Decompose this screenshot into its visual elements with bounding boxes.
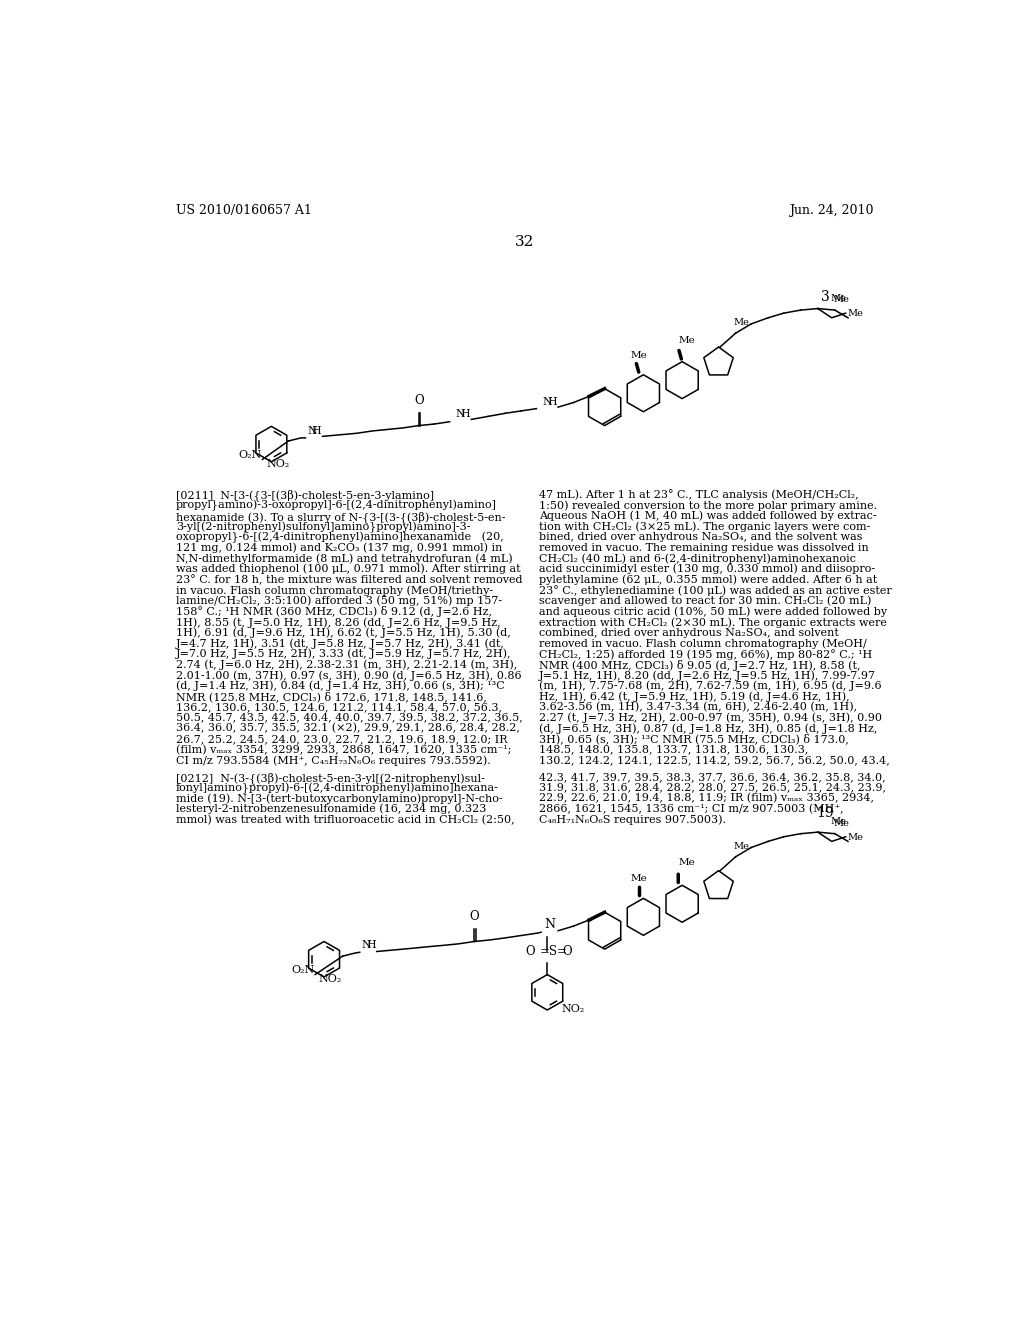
Text: Me: Me (847, 309, 863, 318)
Text: N: N (543, 397, 552, 407)
Text: hexanamide (3). To a slurry of N-{3-[(3-{(3β)-cholest-5-en-: hexanamide (3). To a slurry of N-{3-[(3-… (176, 511, 506, 523)
Text: 3H), 0.65 (s, 3H); ¹³C NMR (75.5 MHz, CDCl₃) δ 173.0,: 3H), 0.65 (s, 3H); ¹³C NMR (75.5 MHz, CD… (539, 734, 849, 744)
Text: Me: Me (830, 817, 847, 826)
Text: Me: Me (830, 294, 847, 302)
Text: mmol) was treated with trifluoroacetic acid in CH₂Cl₂ (2:50,: mmol) was treated with trifluoroacetic a… (176, 814, 515, 825)
Text: O: O (414, 395, 424, 407)
Text: J=5.1 Hz, 1H), 8.20 (dd, J=2.6 Hz, J=9.5 Hz, 1H), 7.99-7.97: J=5.1 Hz, 1H), 8.20 (dd, J=2.6 Hz, J=9.5… (539, 671, 876, 681)
Text: 1H), 8.55 (t, J=5.0 Hz, 1H), 8.26 (dd, J=2.6 Hz, J=9.5 Hz,: 1H), 8.55 (t, J=5.0 Hz, 1H), 8.26 (dd, J… (176, 616, 501, 627)
Text: 19: 19 (817, 805, 835, 820)
Text: H: H (366, 940, 376, 950)
Text: 23° C., ethylenediamine (100 μL) was added as an active ester: 23° C., ethylenediamine (100 μL) was add… (539, 585, 892, 597)
Text: NMR (400 MHz, CDCl₃) δ 9.05 (d, J=2.7 Hz, 1H), 8.58 (t,: NMR (400 MHz, CDCl₃) δ 9.05 (d, J=2.7 Hz… (539, 660, 860, 671)
Text: Me: Me (834, 818, 849, 828)
Text: NO₂: NO₂ (318, 974, 342, 985)
Text: mide (19). N-[3-(tert-butoxycarbonylamino)propyl]-N-cho-: mide (19). N-[3-(tert-butoxycarbonylamin… (176, 793, 503, 804)
Text: Me: Me (733, 318, 750, 327)
Text: CH₂Cl₂ (40 mL) and 6-(2,4-dinitrophenyl)aminohexanoic: CH₂Cl₂ (40 mL) and 6-(2,4-dinitrophenyl)… (539, 553, 856, 564)
Text: (film) vₘₐₓ 3354, 3299, 2933, 2868, 1647, 1620, 1335 cm⁻¹;: (film) vₘₐₓ 3354, 3299, 2933, 2868, 1647… (176, 744, 512, 755)
Text: 1:50) revealed conversion to the more polar primary amine.: 1:50) revealed conversion to the more po… (539, 500, 877, 511)
Text: scavenger and allowed to react for 30 min. CH₂Cl₂ (20 mL): scavenger and allowed to react for 30 mi… (539, 595, 871, 606)
Text: 158° C.; ¹H NMR (360 MHz, CDCl₃) δ 9.12 (d, J=2.6 Hz,: 158° C.; ¹H NMR (360 MHz, CDCl₃) δ 9.12 … (176, 606, 493, 618)
Text: lesteryl-2-nitrobenzenesulfonamide (16, 234 mg, 0.323: lesteryl-2-nitrobenzenesulfonamide (16, … (176, 804, 486, 814)
Text: CH₂Cl₂, 1:25) afforded 19 (195 mg, 66%), mp 80-82° C.; ¹H: CH₂Cl₂, 1:25) afforded 19 (195 mg, 66%),… (539, 649, 872, 660)
Text: lamine/CH₂Cl₂, 3:5:100) afforded 3 (50 mg, 51%) mp 157-: lamine/CH₂Cl₂, 3:5:100) afforded 3 (50 m… (176, 595, 502, 606)
Text: J=4.7 Hz, 1H), 3.51 (dt, J=5.8 Hz, J=5.7 Hz, 2H), 3.41 (dt,: J=4.7 Hz, 1H), 3.51 (dt, J=5.8 Hz, J=5.7… (176, 639, 505, 649)
Text: 130.2, 124.2, 124.1, 122.5, 114.2, 59.2, 56.7, 56.2, 50.0, 43.4,: 130.2, 124.2, 124.1, 122.5, 114.2, 59.2,… (539, 755, 890, 766)
Text: propyl}amino)-3-oxopropyl]-6-[(2,4-dinitrophenyl)amino]: propyl}amino)-3-oxopropyl]-6-[(2,4-dinit… (176, 500, 497, 511)
Text: 121 mg, 0.124 mmol) and K₂CO₃ (137 mg, 0.991 mmol) in: 121 mg, 0.124 mmol) and K₂CO₃ (137 mg, 0… (176, 543, 503, 553)
Text: N: N (307, 426, 316, 436)
Text: (d, J=6.5 Hz, 3H), 0.87 (d, J=1.8 Hz, 3H), 0.85 (d, J=1.8 Hz,: (d, J=6.5 Hz, 3H), 0.87 (d, J=1.8 Hz, 3H… (539, 723, 878, 734)
Text: N: N (456, 409, 466, 420)
Text: Me: Me (678, 858, 695, 867)
Text: Jun. 24, 2010: Jun. 24, 2010 (790, 205, 873, 218)
Text: Me: Me (834, 296, 849, 305)
Text: removed in vacuo. The remaining residue was dissolved in: removed in vacuo. The remaining residue … (539, 543, 868, 553)
Text: Me: Me (630, 351, 647, 360)
Text: pylethylamine (62 μL, 0.355 mmol) were added. After 6 h at: pylethylamine (62 μL, 0.355 mmol) were a… (539, 574, 877, 585)
Text: 22.9, 22.6, 21.0, 19.4, 18.8, 11.9; IR (film) vₘₐₓ 3365, 2934,: 22.9, 22.6, 21.0, 19.4, 18.8, 11.9; IR (… (539, 793, 873, 804)
Text: N,N-dimethylformamide (8 mL) and tetrahydrofuran (4 mL): N,N-dimethylformamide (8 mL) and tetrahy… (176, 553, 513, 564)
Text: O₂N: O₂N (239, 450, 262, 461)
Text: in vacuo. Flash column chromatography (MeOH/triethy-: in vacuo. Flash column chromatography (M… (176, 585, 494, 595)
Text: 2866, 1621, 1545, 1336 cm⁻¹; CI m/z 907.5003 (MH⁺,: 2866, 1621, 1545, 1336 cm⁻¹; CI m/z 907.… (539, 804, 844, 814)
Text: 3-yl[(2-nitrophenyl)sulfonyl]amino}propyl)amino]-3-: 3-yl[(2-nitrophenyl)sulfonyl]amino}propy… (176, 521, 471, 533)
Text: extraction with CH₂Cl₂ (2×30 mL). The organic extracts were: extraction with CH₂Cl₂ (2×30 mL). The or… (539, 616, 887, 627)
Text: Me: Me (847, 833, 863, 842)
Text: 2.74 (t, J=6.0 Hz, 2H), 2.38-2.31 (m, 3H), 2.21-2.14 (m, 3H),: 2.74 (t, J=6.0 Hz, 2H), 2.38-2.31 (m, 3H… (176, 660, 517, 671)
Text: 2.01-1.00 (m, 37H), 0.97 (s, 3H), 0.90 (d, J=6.5 Hz, 3H), 0.86: 2.01-1.00 (m, 37H), 0.97 (s, 3H), 0.90 (… (176, 671, 521, 681)
Text: (d, J=1.4 Hz, 3H), 0.84 (d, J=1.4 Hz, 3H), 0.66 (s, 3H); ¹³C: (d, J=1.4 Hz, 3H), 0.84 (d, J=1.4 Hz, 3H… (176, 681, 505, 692)
Text: Me: Me (678, 337, 695, 346)
Text: O: O (525, 945, 536, 958)
Text: combined, dried over anhydrous Na₂SO₄, and solvent: combined, dried over anhydrous Na₂SO₄, a… (539, 627, 839, 638)
Text: N: N (361, 940, 371, 950)
Text: O: O (470, 909, 479, 923)
Text: H: H (547, 397, 557, 407)
Text: C₄₈H₇₁N₆O₆S requires 907.5003).: C₄₈H₇₁N₆O₆S requires 907.5003). (539, 814, 726, 825)
Text: oxopropyl}-6-[(2,4-dinitrophenyl)amino]hexanamide   (20,: oxopropyl}-6-[(2,4-dinitrophenyl)amino]h… (176, 532, 504, 544)
Text: O₂N: O₂N (291, 965, 314, 975)
Text: US 2010/0160657 A1: US 2010/0160657 A1 (176, 205, 312, 218)
Text: Me: Me (733, 842, 750, 851)
Text: 1H), 6.91 (d, J=9.6 Hz, 1H), 6.62 (t, J=5.5 Hz, 1H), 5.30 (d,: 1H), 6.91 (d, J=9.6 Hz, 1H), 6.62 (t, J=… (176, 627, 511, 638)
Text: O: O (563, 945, 572, 958)
Text: fonyl]amino}propyl)-6-[(2,4-dinitrophenyl)amino]hexana-: fonyl]amino}propyl)-6-[(2,4-dinitropheny… (176, 783, 499, 793)
Text: 32: 32 (515, 235, 535, 248)
Text: acid succinimidyl ester (130 mg, 0.330 mmol) and diisopro-: acid succinimidyl ester (130 mg, 0.330 m… (539, 564, 874, 574)
Text: Aqueous NaOH (1 M, 40 mL) was added followed by extrac-: Aqueous NaOH (1 M, 40 mL) was added foll… (539, 511, 877, 521)
Text: and aqueous citric acid (10%, 50 mL) were added followed by: and aqueous citric acid (10%, 50 mL) wer… (539, 606, 887, 616)
Text: 2.27 (t, J=7.3 Hz, 2H), 2.00-0.97 (m, 35H), 0.94 (s, 3H), 0.90: 2.27 (t, J=7.3 Hz, 2H), 2.00-0.97 (m, 35… (539, 713, 882, 723)
Text: tion with CH₂Cl₂ (3×25 mL). The organic layers were com-: tion with CH₂Cl₂ (3×25 mL). The organic … (539, 521, 870, 532)
Text: Me: Me (630, 874, 647, 883)
Text: bined, dried over anhydrous Na₂SO₄, and the solvent was: bined, dried over anhydrous Na₂SO₄, and … (539, 532, 862, 543)
Text: 42.3, 41.7, 39.7, 39.5, 38.3, 37.7, 36.6, 36.4, 36.2, 35.8, 34.0,: 42.3, 41.7, 39.7, 39.5, 38.3, 37.7, 36.6… (539, 772, 886, 781)
Text: 148.5, 148.0, 135.8, 133.7, 131.8, 130.6, 130.3,: 148.5, 148.0, 135.8, 133.7, 131.8, 130.6… (539, 744, 808, 755)
Text: H: H (461, 409, 470, 420)
Text: CI m/z 793.5584 (MH⁺, C₄₅H₇₃N₆O₆ requires 793.5592).: CI m/z 793.5584 (MH⁺, C₄₅H₇₃N₆O₆ require… (176, 755, 490, 766)
Text: was added thiophenol (100 μL, 0.971 mmol). After stirring at: was added thiophenol (100 μL, 0.971 mmol… (176, 564, 520, 574)
Text: [0211]  N-[3-({3-[(3β)-cholest-5-en-3-ylamino]: [0211] N-[3-({3-[(3β)-cholest-5-en-3-yla… (176, 490, 434, 502)
Text: NO₂: NO₂ (561, 1003, 585, 1014)
Text: 3: 3 (821, 290, 829, 304)
Text: 23° C. for 18 h, the mixture was filtered and solvent removed: 23° C. for 18 h, the mixture was filtere… (176, 574, 522, 585)
Text: 26.7, 25.2, 24.5, 24.0, 23.0, 22.7, 21.2, 19.6, 18.9, 12.0; IR: 26.7, 25.2, 24.5, 24.0, 23.0, 22.7, 21.2… (176, 734, 508, 744)
Text: H: H (311, 426, 322, 436)
Text: NMR (125.8 MHz, CDCl₃) δ 172.6, 171.8, 148.5, 141.6,: NMR (125.8 MHz, CDCl₃) δ 172.6, 171.8, 1… (176, 692, 487, 702)
Text: =S=: =S= (540, 945, 567, 958)
Text: J=7.0 Hz, J=5.5 Hz, 2H), 3.33 (dt, J=5.9 Hz, J=5.7 Hz, 2H),: J=7.0 Hz, J=5.5 Hz, 2H), 3.33 (dt, J=5.9… (176, 649, 512, 660)
Text: NO₂: NO₂ (266, 459, 289, 469)
Text: Hz, 1H), 6.42 (t, J=5.9 Hz, 1H), 5.19 (d, J=4.6 Hz, 1H),: Hz, 1H), 6.42 (t, J=5.9 Hz, 1H), 5.19 (d… (539, 692, 849, 702)
Text: [0212]  N-(3-{(3β)-cholest-5-en-3-yl[(2-nitrophenyl)sul-: [0212] N-(3-{(3β)-cholest-5-en-3-yl[(2-n… (176, 772, 485, 784)
Text: 3.62-3.56 (m, 1H), 3.47-3.34 (m, 6H), 2.46-2.40 (m, 1H),: 3.62-3.56 (m, 1H), 3.47-3.34 (m, 6H), 2.… (539, 702, 857, 713)
Text: N: N (544, 917, 555, 931)
Text: 47 mL). After 1 h at 23° C., TLC analysis (MeOH/CH₂Cl₂,: 47 mL). After 1 h at 23° C., TLC analysi… (539, 490, 858, 500)
Text: 136.2, 130.6, 130.5, 124.6, 121.2, 114.1, 58.4, 57.0, 56.3,: 136.2, 130.6, 130.5, 124.6, 121.2, 114.1… (176, 702, 502, 711)
Text: removed in vacuo. Flash column chromatography (MeOH/: removed in vacuo. Flash column chromatog… (539, 639, 866, 649)
Text: 50.5, 45.7, 43.5, 42.5, 40.4, 40.0, 39.7, 39.5, 38.2, 37.2, 36.5,: 50.5, 45.7, 43.5, 42.5, 40.4, 40.0, 39.7… (176, 713, 523, 722)
Text: 36.4, 36.0, 35.7, 35.5, 32.1 (×2), 29.9, 29.1, 28.6, 28.4, 28.2,: 36.4, 36.0, 35.7, 35.5, 32.1 (×2), 29.9,… (176, 723, 520, 734)
Text: 31.9, 31.8, 31.6, 28.4, 28.2, 28.0, 27.5, 26.5, 25.1, 24.3, 23.9,: 31.9, 31.8, 31.6, 28.4, 28.2, 28.0, 27.5… (539, 783, 886, 792)
Text: (m, 1H), 7.75-7.68 (m, 2H), 7.62-7.59 (m, 1H), 6.95 (d, J=9.6: (m, 1H), 7.75-7.68 (m, 2H), 7.62-7.59 (m… (539, 681, 882, 692)
